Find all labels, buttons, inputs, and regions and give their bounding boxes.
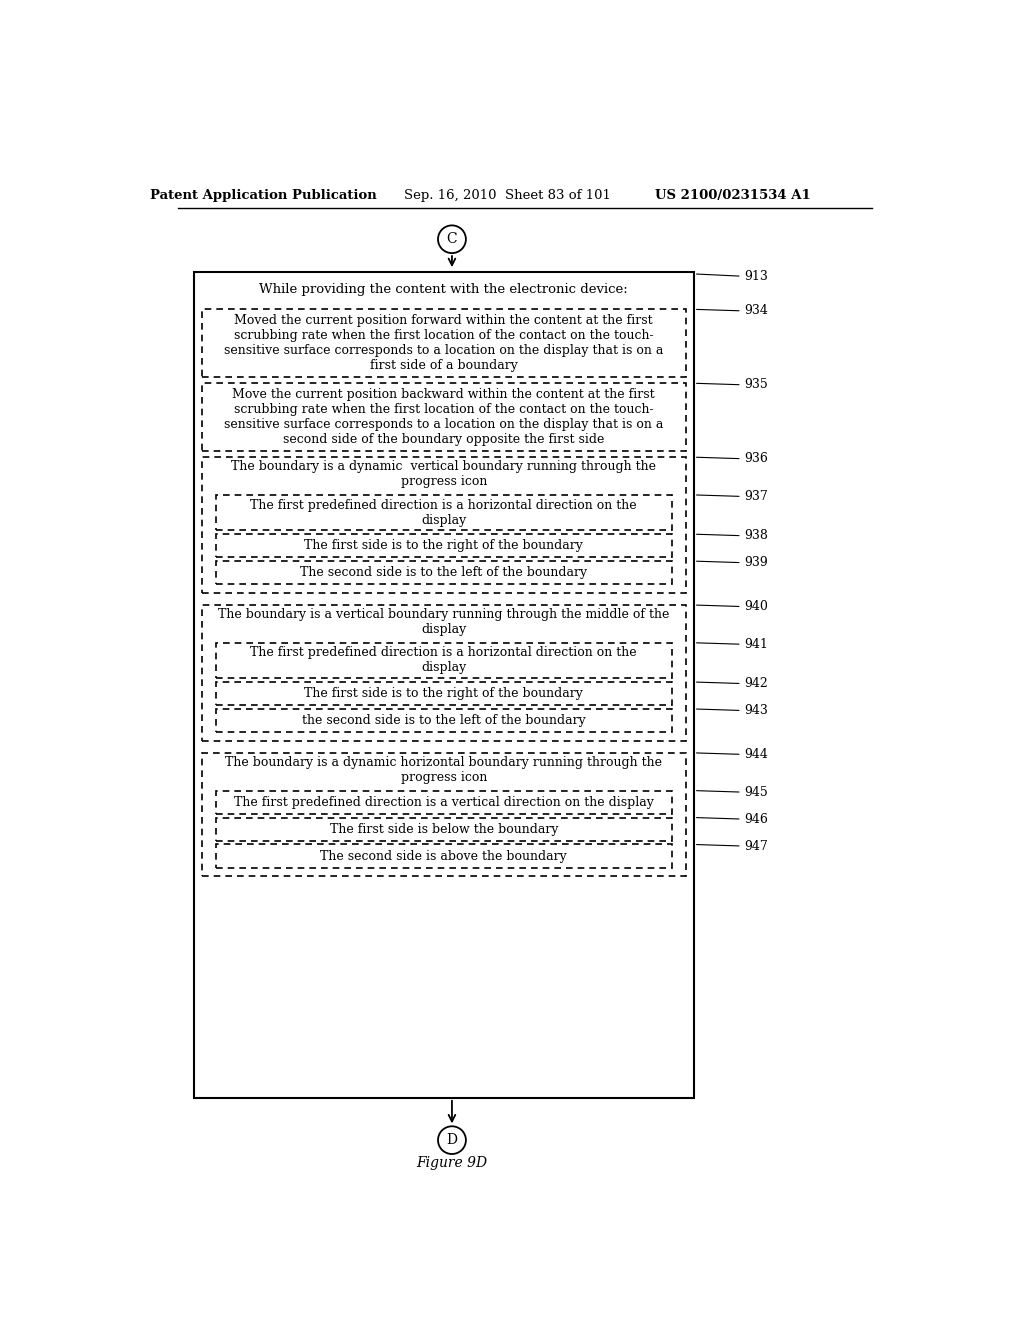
Text: The first predefined direction is a horizontal direction on the
display: The first predefined direction is a hori… (251, 647, 637, 675)
Text: The second side is above the boundary: The second side is above the boundary (321, 850, 567, 862)
Text: The first predefined direction is a horizontal direction on the
display: The first predefined direction is a hori… (251, 499, 637, 527)
Text: 944: 944 (743, 748, 768, 760)
Text: 940: 940 (743, 601, 768, 612)
Bar (202, 383, 686, 451)
Bar (216, 791, 672, 813)
Text: The boundary is a vertical boundary running through the middle of the
display: The boundary is a vertical boundary runn… (218, 609, 670, 636)
Text: 942: 942 (743, 677, 768, 690)
Text: The second side is to the left of the boundary: The second side is to the left of the bo… (300, 566, 588, 579)
Bar (216, 845, 672, 867)
Bar (216, 495, 672, 531)
Text: 943: 943 (743, 704, 768, 717)
Text: 937: 937 (743, 490, 768, 503)
Text: Sep. 16, 2010  Sheet 83 of 101: Sep. 16, 2010 Sheet 83 of 101 (404, 189, 611, 202)
Text: 941: 941 (743, 638, 768, 651)
Bar (202, 752, 686, 876)
Text: US 2100/0231534 A1: US 2100/0231534 A1 (654, 189, 810, 202)
Text: 913: 913 (743, 269, 768, 282)
Bar (216, 682, 672, 705)
Bar (216, 709, 672, 733)
Text: The first side is below the boundary: The first side is below the boundary (330, 822, 558, 836)
Bar (202, 605, 686, 741)
Text: D: D (446, 1133, 458, 1147)
Text: 936: 936 (743, 453, 768, 465)
Text: 938: 938 (743, 529, 768, 543)
Bar (202, 309, 686, 378)
Text: The first side is to the right of the boundary: The first side is to the right of the bo… (304, 686, 584, 700)
Text: 945: 945 (743, 785, 768, 799)
Bar (202, 457, 686, 593)
Text: The first predefined direction is a vertical direction on the display: The first predefined direction is a vert… (233, 796, 653, 809)
Text: The boundary is a dynamic  vertical boundary running through the
progress icon: The boundary is a dynamic vertical bound… (231, 461, 656, 488)
Text: While providing the content with the electronic device:: While providing the content with the ele… (259, 282, 628, 296)
Bar (216, 535, 672, 557)
Text: Patent Application Publication: Patent Application Publication (151, 189, 377, 202)
Text: 935: 935 (743, 379, 768, 391)
Text: 939: 939 (743, 556, 768, 569)
Text: C: C (446, 232, 458, 247)
Bar (194, 272, 693, 1098)
Text: Move the current position backward within the content at the first
scrubbing rat: Move the current position backward withi… (224, 388, 664, 446)
Bar (216, 643, 672, 678)
Text: The first side is to the right of the boundary: The first side is to the right of the bo… (304, 539, 584, 552)
Text: 947: 947 (743, 840, 768, 853)
Bar (216, 561, 672, 585)
Text: The boundary is a dynamic horizontal boundary running through the
progress icon: The boundary is a dynamic horizontal bou… (225, 756, 663, 784)
Text: 934: 934 (743, 305, 768, 317)
Text: 946: 946 (743, 813, 768, 825)
Text: Figure 9D: Figure 9D (417, 1156, 487, 1171)
Bar (216, 817, 672, 841)
Text: Moved the current position forward within the content at the first
scrubbing rat: Moved the current position forward withi… (224, 314, 664, 372)
Text: the second side is to the left of the boundary: the second side is to the left of the bo… (302, 714, 586, 727)
